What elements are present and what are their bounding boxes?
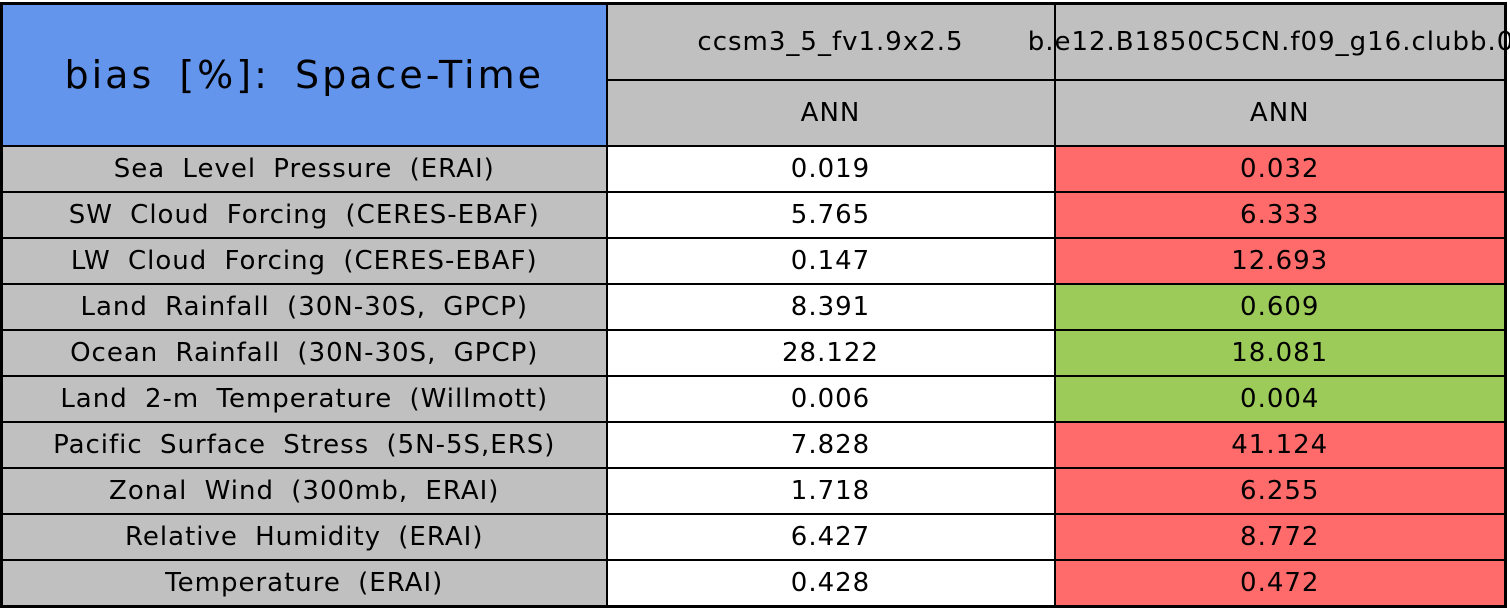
model1-header: ccsm3_5_fv1.9x2.5 [605,2,1056,81]
model2-value-cell: 0.032 [1053,144,1507,193]
table-row: Relative Humidity (ERAI) 6.427 8.772 [0,512,1507,561]
model2-value-cell: 6.255 [1053,466,1507,515]
header-row-models: bias [%]: Space-Time ccsm3_5_fv1.9x2.5 b… [0,2,1510,147]
model1-season-cell: ANN [605,78,1056,147]
model2-value-cell: 8.772 [1053,512,1507,561]
table-row: SW Cloud Forcing (CERES-EBAF) 5.765 6.33… [0,190,1507,239]
model2-season-cell: ANN [1053,78,1507,147]
model1-value-cell: 0.019 [605,144,1056,193]
row-label-cell: Sea Level Pressure (ERAI) [0,144,608,193]
model2-value-cell: 18.081 [1053,328,1507,377]
model1-value-cell: 28.122 [605,328,1056,377]
model1-value-cell: 7.828 [605,420,1056,469]
row-label-cell: Temperature (ERAI) [0,558,608,608]
table-row: LW Cloud Forcing (CERES-EBAF) 0.147 12.6… [0,236,1507,285]
table-row: Land Rainfall (30N-30S, GPCP) 8.391 0.60… [0,282,1507,331]
model1-value-cell: 0.147 [605,236,1056,285]
header-row-seasons: ANN ANN [2,78,1507,147]
table-title-cell: bias [%]: Space-Time [0,2,608,147]
table-row: Land 2-m Temperature (Willmott) 0.006 0.… [0,374,1507,423]
model1-value-cell: 6.427 [605,512,1056,561]
model2-value-cell: 0.004 [1053,374,1507,423]
model2-header-wrap: b.e12.B1850C5CN.f09_g16.clubb.00 [1028,27,1510,57]
model2-header-label: b.e12.B1850C5CN.f09_g16.clubb.00 [1027,26,1510,57]
table-row: Ocean Rainfall (30N-30S, GPCP) 28.122 18… [0,328,1507,377]
model2-value-cell: 6.333 [1053,190,1507,239]
row-label-cell: Pacific Surface Stress (5N-5S,ERS) [0,420,608,469]
table-row: Temperature (ERAI) 0.428 0.472 [0,558,1507,608]
table-row: Pacific Surface Stress (5N-5S,ERS) 7.828… [0,420,1507,469]
row-label-cell: Relative Humidity (ERAI) [0,512,608,561]
table-row: Sea Level Pressure (ERAI) 0.019 0.032 [0,144,1507,193]
row-label-cell: Land 2-m Temperature (Willmott) [0,374,608,423]
model1-value-cell: 8.391 [605,282,1056,331]
model2-header: b.e12.B1850C5CN.f09_g16.clubb.00 [1028,2,1510,81]
model2-value-cell: 0.609 [1053,282,1507,331]
table-row: Zonal Wind (300mb, ERAI) 1.718 6.255 [0,466,1507,515]
model1-value-cell: 1.718 [605,466,1056,515]
row-label-cell: Land Rainfall (30N-30S, GPCP) [0,282,608,331]
row-label-cell: Zonal Wind (300mb, ERAI) [0,466,608,515]
model1-value-cell: 0.006 [605,374,1056,423]
model2-value-cell: 12.693 [1053,236,1507,285]
model1-value-cell: 0.428 [605,558,1056,608]
row-label-cell: LW Cloud Forcing (CERES-EBAF) [0,236,608,285]
model2-value-cell: 41.124 [1053,420,1507,469]
model1-value-cell: 5.765 [605,190,1056,239]
row-label-cell: SW Cloud Forcing (CERES-EBAF) [0,190,608,239]
model2-value-cell: 0.472 [1053,558,1507,608]
row-label-cell: Ocean Rainfall (30N-30S, GPCP) [0,328,608,377]
